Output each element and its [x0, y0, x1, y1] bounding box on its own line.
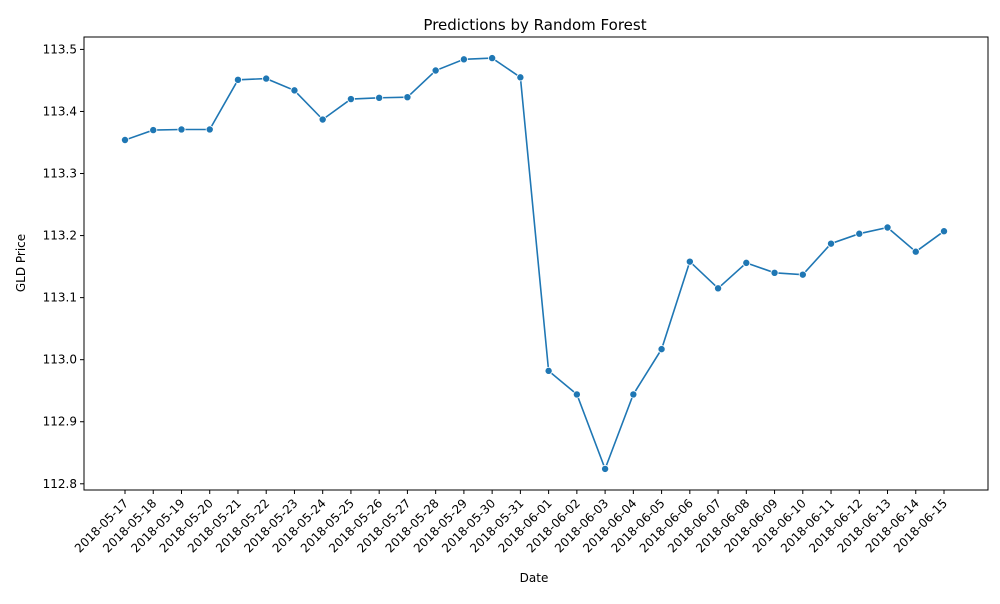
data-point	[572, 390, 581, 399]
plot-area	[83, 36, 989, 491]
data-point	[149, 126, 158, 135]
data-point	[940, 227, 949, 236]
data-point	[516, 73, 525, 82]
data-point	[911, 247, 920, 256]
data-point	[544, 366, 553, 375]
data-point	[714, 284, 723, 293]
x-axis: 2018-05-172018-05-182018-05-192018-05-20…	[72, 490, 950, 555]
chart-title: Predictions by Random Forest	[423, 16, 646, 34]
y-tick-label: 113.3	[43, 167, 77, 181]
series-layer	[121, 54, 949, 473]
y-axis: 112.8 112.9 113.0 113.1 113.2 113.3 113.4 113.5	[43, 42, 84, 491]
data-point	[742, 258, 751, 267]
y-axis-label: GLD Price	[14, 234, 28, 292]
data-point	[685, 257, 694, 266]
data-point	[177, 125, 186, 134]
data-point	[318, 115, 327, 124]
data-point	[375, 93, 384, 102]
data-point	[488, 54, 497, 63]
series-line	[124, 57, 945, 472]
y-tick-label: 112.8	[43, 477, 77, 491]
x-axis-label: Date	[520, 571, 549, 585]
data-point	[431, 66, 440, 75]
data-point	[601, 464, 610, 473]
data-point	[827, 239, 836, 248]
data-point	[403, 93, 412, 102]
data-point	[233, 75, 242, 84]
y-tick-label: 113.5	[43, 42, 77, 56]
data-point	[798, 270, 807, 279]
data-point	[657, 345, 666, 354]
y-tick-label: 113.2	[43, 229, 77, 243]
data-point	[629, 390, 638, 399]
data-point	[205, 125, 214, 134]
data-point	[121, 136, 130, 145]
y-tick-label: 113.4	[43, 104, 77, 118]
data-point	[262, 74, 271, 83]
data-point	[290, 86, 299, 95]
y-tick-label: 113.1	[43, 291, 77, 305]
data-point	[459, 55, 468, 64]
data-point	[770, 268, 779, 277]
y-tick-label: 112.9	[43, 415, 77, 429]
data-point	[883, 223, 892, 232]
data-point	[346, 95, 355, 104]
y-tick-label: 113.0	[43, 353, 77, 367]
data-point	[855, 229, 864, 238]
